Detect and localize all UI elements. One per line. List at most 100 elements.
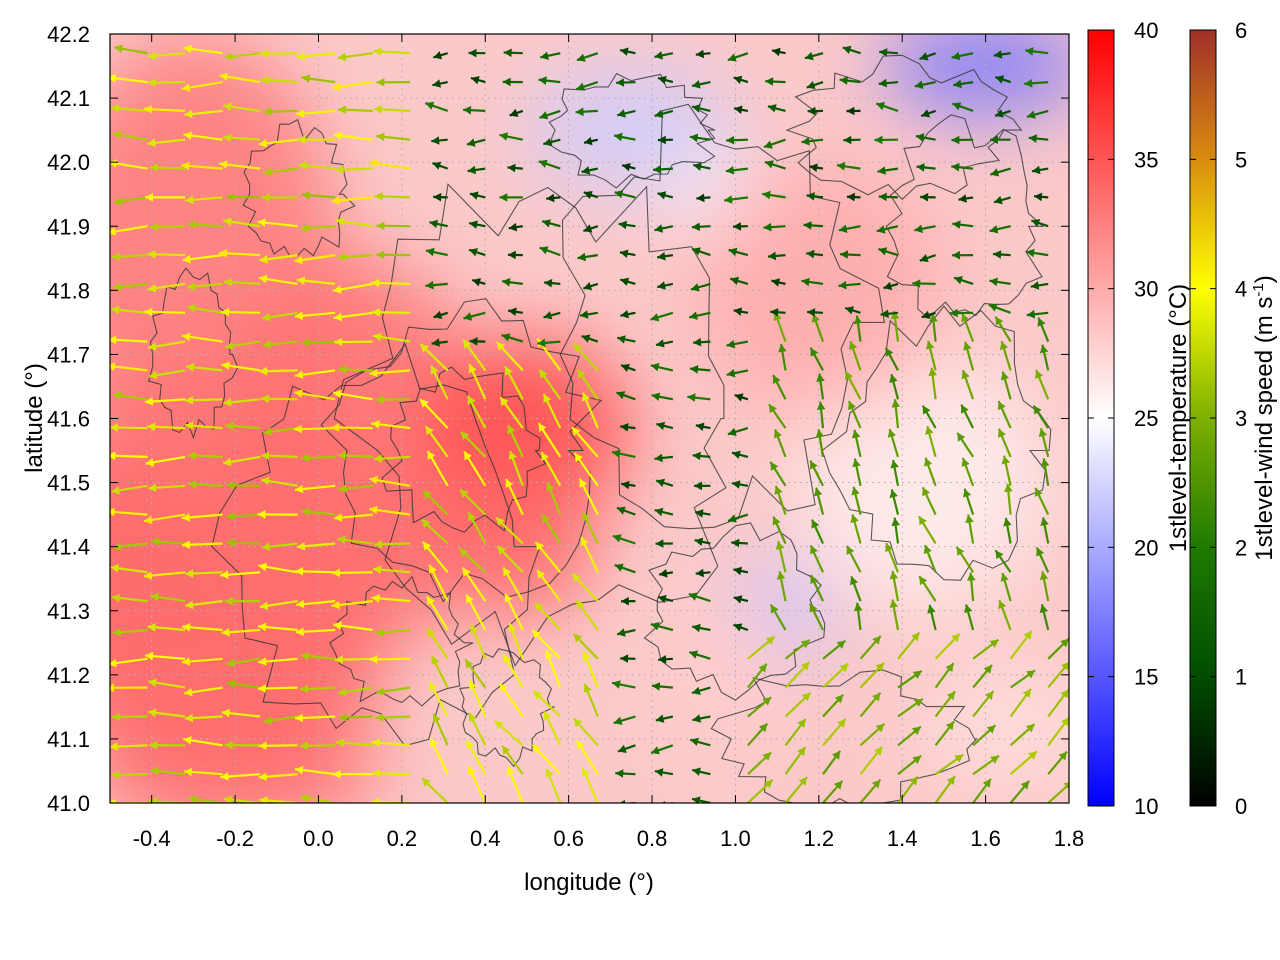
wind-vector-head	[889, 599, 899, 608]
wind-vector-head	[72, 73, 81, 82]
y-tick-label: 41.8	[47, 278, 90, 303]
wind-vector-head	[261, 542, 271, 551]
wind-vector	[731, 450, 749, 459]
wind-vector	[801, 277, 824, 287]
wind-vector	[989, 225, 1011, 234]
wind-vector	[331, 600, 373, 610]
wind-vector	[889, 373, 900, 400]
wind-vector	[185, 569, 223, 578]
wind-vector	[226, 679, 261, 689]
wind-vector-head	[890, 459, 899, 469]
wind-vector-head	[1022, 688, 1031, 698]
wind-vector	[433, 310, 449, 319]
wind-vector-head	[614, 132, 623, 142]
wind-vector-head	[182, 332, 191, 342]
wind-vector	[499, 396, 524, 429]
wind-vector	[572, 633, 599, 660]
wind-vector	[842, 45, 861, 55]
wind-vector	[875, 102, 899, 112]
wind-vector-head	[369, 368, 378, 378]
wind-vector-head	[74, 707, 83, 716]
wind-vector-head	[878, 192, 887, 202]
temperature-blob	[652, 578, 778, 771]
wind-vector	[508, 450, 524, 487]
wind-vector-head	[295, 765, 304, 775]
wind-vector	[972, 724, 997, 747]
wind-vector-head	[621, 480, 630, 490]
wind-vector-head	[260, 394, 269, 404]
wind-vector	[688, 311, 711, 320]
wind-vector	[807, 308, 824, 317]
wind-vector	[925, 425, 937, 458]
wind-vector	[110, 507, 148, 517]
wind-vector	[295, 567, 336, 576]
wind-vector-head	[850, 514, 859, 524]
wind-vector	[373, 565, 411, 574]
wind-vector	[919, 254, 936, 263]
wind-vector	[546, 193, 561, 203]
wind-vector	[1035, 369, 1050, 400]
wind-vector	[859, 722, 886, 747]
wind-vector	[733, 566, 749, 576]
wind-vector	[74, 707, 111, 717]
wind-vector-head	[916, 163, 925, 172]
wind-vector	[784, 661, 811, 689]
wind-vector-head	[541, 452, 549, 462]
wind-vector	[809, 603, 824, 631]
wind-vector-head	[763, 222, 772, 232]
wind-vector	[333, 131, 373, 141]
wind-vector-head	[872, 692, 881, 702]
wind-vector	[110, 630, 111, 632]
wind-vector-head	[816, 373, 825, 382]
wind-vector-head	[187, 451, 196, 460]
wind-vector	[724, 195, 749, 204]
wind-vector-head	[472, 278, 481, 287]
wind-vector-head	[110, 104, 120, 113]
wind-vector-head	[299, 741, 308, 751]
x-tick-label: 1.6	[970, 826, 1001, 851]
wind-vector	[1038, 428, 1050, 458]
wind-vector-head	[925, 340, 935, 350]
wind-vector-head	[544, 278, 553, 288]
wind-vector	[375, 628, 411, 637]
wind-vector-head	[692, 247, 701, 256]
wind-vector	[619, 277, 636, 286]
wind-vector	[372, 769, 411, 778]
wind-vector-head	[691, 222, 700, 232]
wind-vector	[261, 542, 298, 551]
wind-vector	[534, 602, 562, 631]
wind-vector	[614, 190, 636, 199]
wind-vector	[763, 222, 786, 232]
wind-vector-head	[576, 82, 586, 91]
wind-vector-head	[148, 78, 156, 87]
wind-vector	[144, 307, 186, 317]
wind-vector-head	[371, 738, 380, 747]
wind-vector-head	[1004, 483, 1013, 493]
wind-vector-head	[543, 311, 553, 320]
wind-vector-head	[690, 737, 699, 746]
wind-vector-head	[1039, 344, 1049, 354]
x-tick-label: -0.4	[133, 826, 171, 851]
wind-vector-shaft	[110, 311, 111, 313]
wind-vector	[691, 623, 711, 633]
wind-vector	[495, 341, 524, 372]
wind-vector-head	[811, 519, 820, 529]
wind-vector-head	[296, 52, 306, 61]
wind-vector-head	[546, 482, 555, 492]
wind-vector-head	[432, 161, 442, 170]
wind-vector	[187, 304, 223, 314]
wind-vector	[769, 603, 787, 631]
wind-vector	[650, 622, 674, 632]
wind-vector	[655, 539, 673, 548]
wind-vector-head	[301, 338, 310, 347]
wind-vector	[110, 370, 111, 372]
wind-vector	[300, 684, 336, 694]
wind-vector	[694, 481, 711, 491]
wind-vector-head	[833, 780, 843, 790]
wind-vector	[934, 753, 964, 776]
wind-vector	[972, 778, 992, 803]
wind-vector	[784, 639, 811, 660]
wind-vector-head	[810, 575, 819, 584]
wind-vector-head	[467, 165, 476, 175]
wind-vector	[617, 744, 636, 753]
